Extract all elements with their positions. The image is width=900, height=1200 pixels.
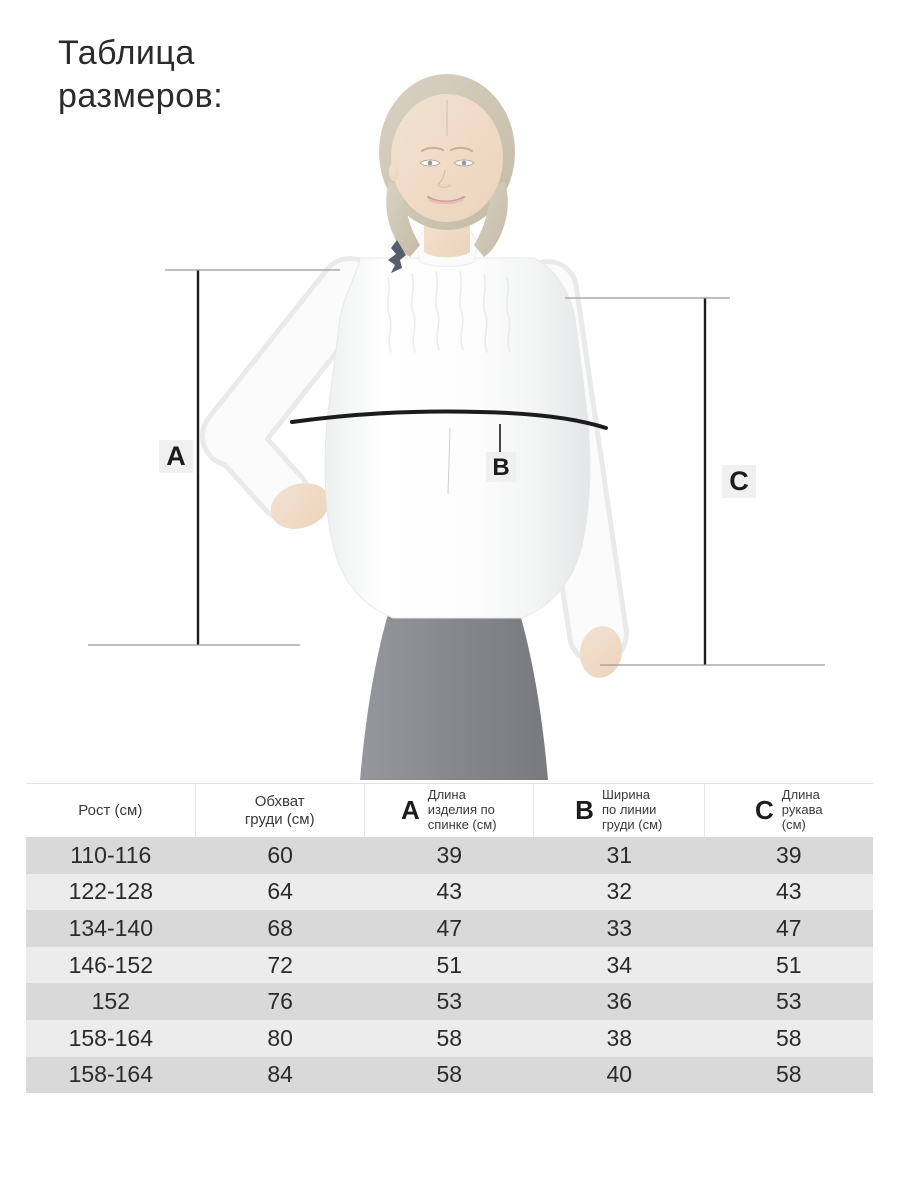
svg-text:B: B — [492, 454, 509, 481]
svg-text:A: A — [166, 441, 186, 471]
svg-text:C: C — [729, 466, 749, 496]
